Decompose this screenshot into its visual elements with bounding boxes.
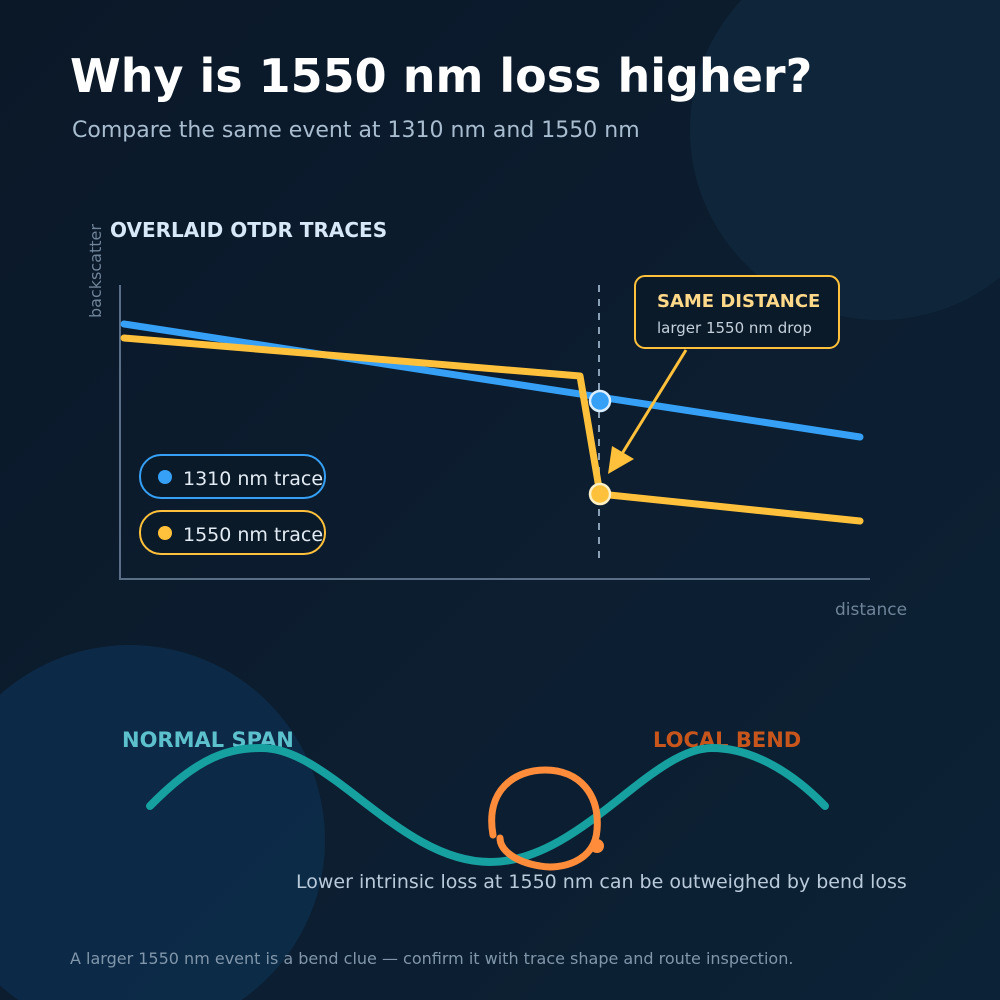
footer-note: A larger 1550 nm event is a bend clue — … bbox=[70, 949, 793, 968]
arrow-head bbox=[608, 446, 634, 474]
y-axis-label: backscatter bbox=[86, 224, 105, 318]
event-point bbox=[588, 482, 612, 506]
decor-circle bbox=[690, 0, 1000, 320]
callout-text: larger 1550 nm drop bbox=[657, 319, 812, 337]
subtitle: Compare the same event at 1310 nm and 15… bbox=[72, 118, 640, 143]
trace-1550 bbox=[120, 334, 864, 525]
callout-box bbox=[634, 275, 840, 349]
fiber-wave bbox=[146, 743, 829, 867]
callout-arrow bbox=[618, 349, 688, 458]
legend-swatch bbox=[158, 526, 172, 540]
event-point bbox=[588, 389, 612, 413]
bend-caption: Lower intrinsic loss at 1550 nm can be o… bbox=[296, 871, 907, 893]
legend-item bbox=[139, 454, 326, 499]
legend-label: 1550 nm trace bbox=[183, 524, 323, 546]
callout-title: SAME DISTANCE bbox=[657, 291, 820, 312]
trace-1310 bbox=[120, 320, 864, 441]
legend-item bbox=[139, 510, 326, 555]
title: Why is 1550 nm loss higher? bbox=[70, 49, 812, 103]
bend-loop bbox=[488, 766, 601, 871]
decor-circle bbox=[0, 645, 325, 1000]
legend-label: 1310 nm trace bbox=[183, 468, 323, 490]
legend-swatch bbox=[158, 470, 172, 484]
x-axis-label: distance bbox=[835, 600, 907, 620]
axes bbox=[119, 285, 870, 580]
panel-title: OVERLAID OTDR TRACES bbox=[110, 218, 387, 242]
bend-end bbox=[590, 839, 604, 853]
